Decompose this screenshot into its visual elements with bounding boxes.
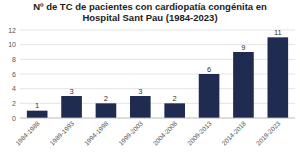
y-tick-label: 12 xyxy=(8,27,16,34)
x-tick-label: 2019-2023 xyxy=(255,119,282,146)
data-label: 2 xyxy=(173,94,177,103)
data-label: 11 xyxy=(274,28,282,37)
y-tick-label: 6 xyxy=(12,71,16,78)
data-label: 2 xyxy=(104,94,108,103)
x-tick-label: 2009-2013 xyxy=(186,119,213,146)
data-label: 6 xyxy=(207,65,211,74)
bar xyxy=(199,74,220,118)
grid-line xyxy=(20,118,295,119)
x-tick-label: 2004-2008 xyxy=(151,119,178,146)
bar xyxy=(130,96,151,118)
y-tick-label: 10 xyxy=(8,41,16,48)
bar xyxy=(61,96,82,118)
chart: Nº de TC de pacientes con cardiopatía co… xyxy=(0,0,300,158)
x-tick-label: 1999-2003 xyxy=(117,119,144,146)
data-label: 3 xyxy=(69,87,73,96)
data-labels: 1 3 2 3 2 6 9 11 xyxy=(35,28,282,110)
y-tick-label: 8 xyxy=(12,56,16,63)
data-label: 3 xyxy=(138,87,142,96)
bar xyxy=(233,52,254,118)
grid-line xyxy=(20,44,295,45)
bar xyxy=(164,103,185,118)
title-line: Hospital Sant Pau (1984-2023) xyxy=(82,12,217,23)
bar xyxy=(27,111,48,118)
x-tick-labels: 1984-1988 1989-1993 1994-1998 1999-2003 2004… xyxy=(14,119,282,146)
grid-line xyxy=(20,30,295,31)
y-tick-label: 4 xyxy=(12,85,16,92)
x-tick-label: 1994-1998 xyxy=(83,119,110,146)
x-tick-label: 1984-1988 xyxy=(14,119,41,146)
bar xyxy=(96,103,117,118)
x-tick-label: 1989-1993 xyxy=(48,119,75,146)
x-tick-label: 2014-2018 xyxy=(220,119,247,146)
data-label: 1 xyxy=(35,101,39,110)
x-axis-line xyxy=(20,118,295,119)
y-tick-label: 0 xyxy=(12,115,16,122)
bars xyxy=(27,37,288,118)
y-tick-label: 2 xyxy=(12,100,16,107)
data-label: 9 xyxy=(241,43,245,52)
title-line: Nº de TC de pacientes con cardiopatía co… xyxy=(33,1,267,12)
bar xyxy=(268,37,289,118)
title: Nº de TC de pacientes con cardiopatía co… xyxy=(33,1,267,23)
